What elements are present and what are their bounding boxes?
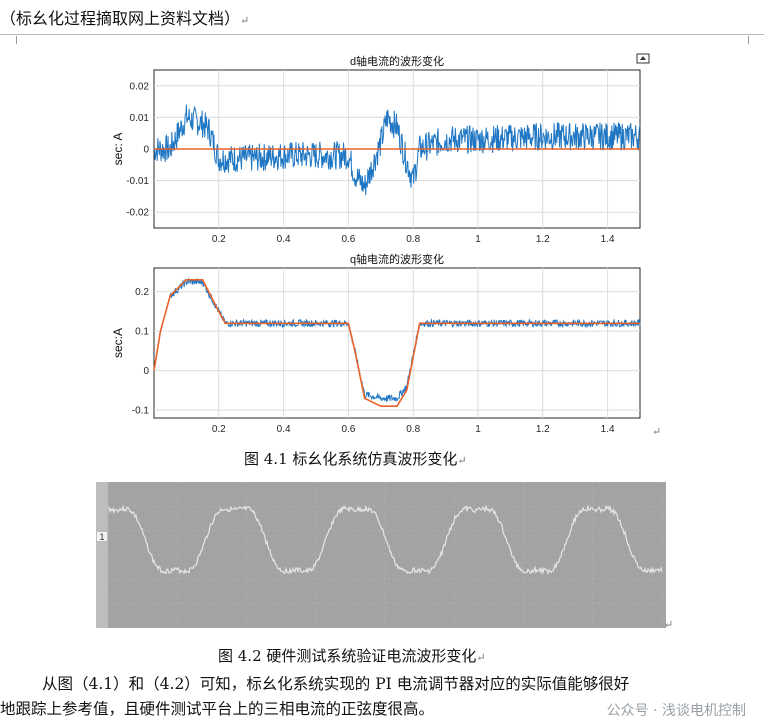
channel-marker-box [97,532,107,541]
y-tick-label: -0.02 [126,208,149,219]
x-tick-label: 1.2 [536,234,550,245]
x-tick-label: 1 [475,234,481,245]
current-trace [107,504,663,576]
header-text: （标幺化过程摘取网上资料文档）↵ [0,9,250,28]
y-tick-label: 0 [143,145,149,156]
paragraph-line-2: 地跟踪上参考值，且硬件测试平台上的三相电流的正弦度很高。 [0,700,435,718]
paragraph-line-1: 从图（4.1）和（4.2）可知，标幺化系统实现的 PI 电流调节器对应的实际值能… [42,675,630,693]
plot-axes-2 [153,267,641,419]
x-tick-label: 0.6 [341,424,355,435]
crop-mark-right [748,36,757,44]
y-tick-label: 0.1 [135,327,149,338]
figure2-return-mark: ↵ [664,618,674,631]
y-tick-label: -0.01 [126,176,149,187]
plot-title: q轴电流的波形变化 [350,252,444,266]
x-tick-label: 1.4 [601,424,615,435]
x-tick-label: 0.6 [341,234,355,245]
scope-left-strip [96,482,108,628]
x-tick-label: 0.4 [277,424,291,435]
figure1-caption: 图 4.1 标幺化系统仿真波形变化↵ [244,450,467,468]
y-axis-label: sec: A [111,133,125,166]
x-tick-label: 0.8 [406,234,420,245]
crop-mark-left [8,36,17,44]
simulation-figure: 0.2 0.4 0.6 0.8 1 1.2 1.4 0.02 0.01 0 -0.01 -0.02 d轴… [110,48,660,440]
y-tick-label: 0.2 [135,287,149,298]
x-tick-label: 0.2 [212,234,226,245]
oscilloscope-capture: 1 [96,482,666,628]
header-divider [0,34,764,35]
scope-background [96,482,666,628]
channel-marker: 1 [99,532,104,542]
y-tick-label: 0.01 [130,113,150,124]
x-tick-label: 1.4 [601,234,615,245]
y-tick-label: -0.1 [132,406,150,417]
x-tick-label: 0.8 [406,424,420,435]
watermark: 公众号 · 浅谈电机控制 [606,703,746,719]
series-line-1 [153,277,641,403]
oscilloscope-screen: 1 [96,482,666,628]
x-tick-label: 0.4 [277,234,291,245]
x-tick-label: 1 [475,424,481,435]
figure2-caption: 图 4.2 硬件测试系统验证电流波形变化↵ [218,647,486,665]
series-line-1 [153,104,641,196]
figure1-return-mark: ↵ [652,425,662,438]
plot-title: d轴电流的波形变化 [350,54,444,68]
x-tick-label: 0.2 [212,424,226,435]
export-icon-arrow [640,56,646,60]
document-header: （标幺化过程摘取网上资料文档）↵ [0,0,764,36]
y-axis-label: sec:A [111,328,125,358]
y-tick-label: 0.02 [130,81,150,92]
x-tick-label: 1.2 [536,424,550,435]
series-line-2 [153,279,640,408]
y-tick-label: 0 [143,366,149,377]
simulation-plots: 0.2 0.4 0.6 0.8 1 1.2 1.4 0.02 0.01 0 -0.01 -0.02 d轴… [111,53,650,435]
